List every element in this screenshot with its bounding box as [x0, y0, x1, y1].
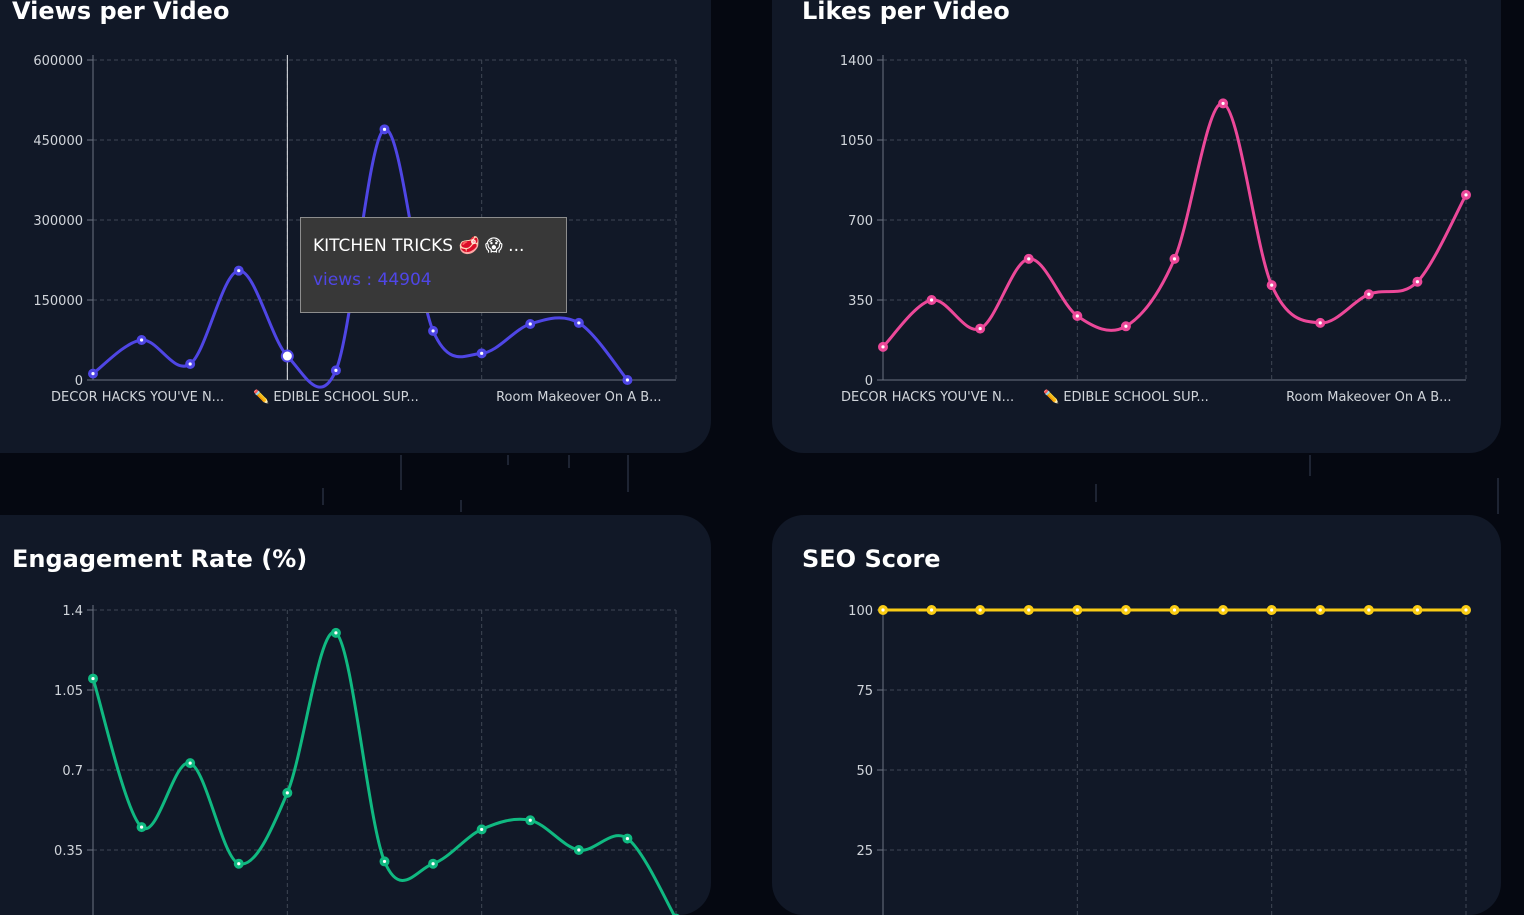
y-tick-label: 0	[865, 374, 873, 389]
y-tick-label: 0.35	[54, 844, 83, 859]
data-point-center	[929, 608, 934, 612]
data-point-center	[577, 321, 581, 325]
y-tick-label: 0.7	[62, 764, 83, 779]
data-point-center	[978, 326, 982, 331]
likes-chart-card: Likes per Video 0 350 700 1050 1400 DECOR HAC…	[772, 0, 1501, 453]
engagement-line-chart[interactable]: 0.35 0.7 1.05 1.4	[0, 515, 711, 915]
data-point-center	[1124, 324, 1128, 328]
data-point-center	[929, 298, 934, 302]
data-point-center	[625, 378, 630, 382]
data-point-center	[1075, 608, 1079, 612]
data-point-center	[1415, 280, 1420, 284]
background-decoration	[322, 455, 1499, 514]
data-point-center	[1075, 314, 1079, 318]
data-point-center	[1172, 257, 1177, 261]
data-point-center	[625, 836, 630, 841]
data-point-center	[1270, 608, 1274, 612]
data-point-center	[1367, 608, 1371, 612]
data-point-center	[1027, 608, 1031, 612]
y-tick-label: 700	[848, 214, 873, 229]
x-tick-label: ✏️ EDIBLE SCHOOL SUP...	[1043, 388, 1209, 405]
y-tick-label: 0	[75, 374, 83, 389]
data-point-center	[237, 269, 241, 273]
data-point-center	[188, 761, 192, 765]
likes-line-chart[interactable]: 0 350 700 1050 1400 DECOR HACKS YOU'VE N... ✏️…	[772, 0, 1501, 453]
data-point-center	[1464, 608, 1468, 612]
data-point-center	[382, 859, 387, 864]
data-point-center	[1318, 321, 1322, 325]
y-tick-label: 1.05	[54, 684, 83, 699]
data-point-center	[1464, 193, 1468, 197]
data-point-center	[528, 818, 532, 822]
y-tick-label: 25	[856, 844, 873, 859]
data-point-center	[139, 825, 144, 829]
views-chart-card: Views per Video 0 150000 300000 450000 60000…	[0, 0, 711, 453]
data-point-center	[480, 827, 484, 832]
y-tick-label: 100	[848, 604, 873, 619]
data-point-center	[1124, 608, 1128, 612]
x-tick-label: ✏️ EDIBLE SCHOOL SUP...	[253, 388, 419, 405]
series-line	[91, 631, 676, 915]
data-point-center	[91, 676, 95, 681]
data-point-center	[334, 368, 338, 372]
x-tick-label: Room Makeover On A B...	[496, 390, 661, 405]
data-point-center	[188, 362, 192, 366]
y-tick-label: 1050	[840, 134, 873, 149]
y-tick-label: 75	[856, 684, 873, 699]
y-tick-label: 450000	[33, 134, 83, 149]
y-tick-label: 600000	[33, 54, 83, 69]
data-point-center	[285, 791, 289, 795]
tooltip-value: views : 44904	[313, 270, 432, 290]
tooltip-label: KITCHEN TRICKS 🥩 😱 ...	[313, 236, 525, 256]
data-point-center	[1318, 608, 1322, 612]
y-tick-label: 300000	[33, 214, 83, 229]
x-tick-label: DECOR HACKS YOU'VE N...	[841, 390, 1014, 405]
data-point-center	[91, 372, 95, 376]
y-tick-label: 1.4	[62, 604, 83, 619]
views-line-chart[interactable]: 0 150000 300000 450000 600000 DECOR HACKS YOU…	[0, 0, 711, 453]
y-tick-label: 150000	[33, 294, 83, 309]
data-point-center	[577, 848, 581, 852]
y-tick-label: 1400	[840, 54, 873, 69]
data-point-center	[881, 345, 885, 349]
data-point-center	[1172, 608, 1177, 612]
chart-title: Views per Video	[12, 0, 230, 25]
data-point-center	[480, 351, 484, 355]
seo-line-chart[interactable]: 25 50 75 100	[772, 515, 1501, 915]
y-tick-label: 350	[848, 294, 873, 309]
data-point	[280, 349, 294, 363]
data-point-center	[334, 631, 338, 635]
data-point-center	[431, 329, 435, 333]
chart-tooltip: KITCHEN TRICKS 🥩 😱 ... views : 44904	[300, 217, 567, 313]
x-tick-label: Room Makeover On A B...	[1286, 390, 1451, 405]
data-point-center	[1027, 257, 1031, 261]
data-point-center	[1270, 283, 1274, 287]
seo-chart-card: SEO Score 25 50 75 100	[772, 515, 1501, 915]
engagement-chart-card: Engagement Rate (%) 0.35 0.7 1.05 1.4	[0, 515, 711, 915]
data-point-center	[382, 127, 387, 131]
data-point-center	[1415, 608, 1420, 612]
y-tick-label: 50	[856, 764, 873, 779]
data-point-center	[528, 322, 532, 326]
data-point-center	[139, 338, 144, 342]
data-point-center	[431, 862, 435, 866]
data-point-center	[1221, 608, 1225, 612]
x-tick-label: DECOR HACKS YOU'VE N...	[51, 390, 224, 405]
chart-title: Engagement Rate (%)	[12, 545, 308, 573]
chart-title: Likes per Video	[802, 0, 1010, 25]
data-point-center	[881, 608, 885, 612]
data-point-center	[1221, 101, 1225, 106]
data-point-center	[978, 608, 982, 612]
data-point-center	[237, 862, 241, 866]
data-point-center	[1367, 292, 1371, 296]
chart-title: SEO Score	[802, 545, 941, 573]
